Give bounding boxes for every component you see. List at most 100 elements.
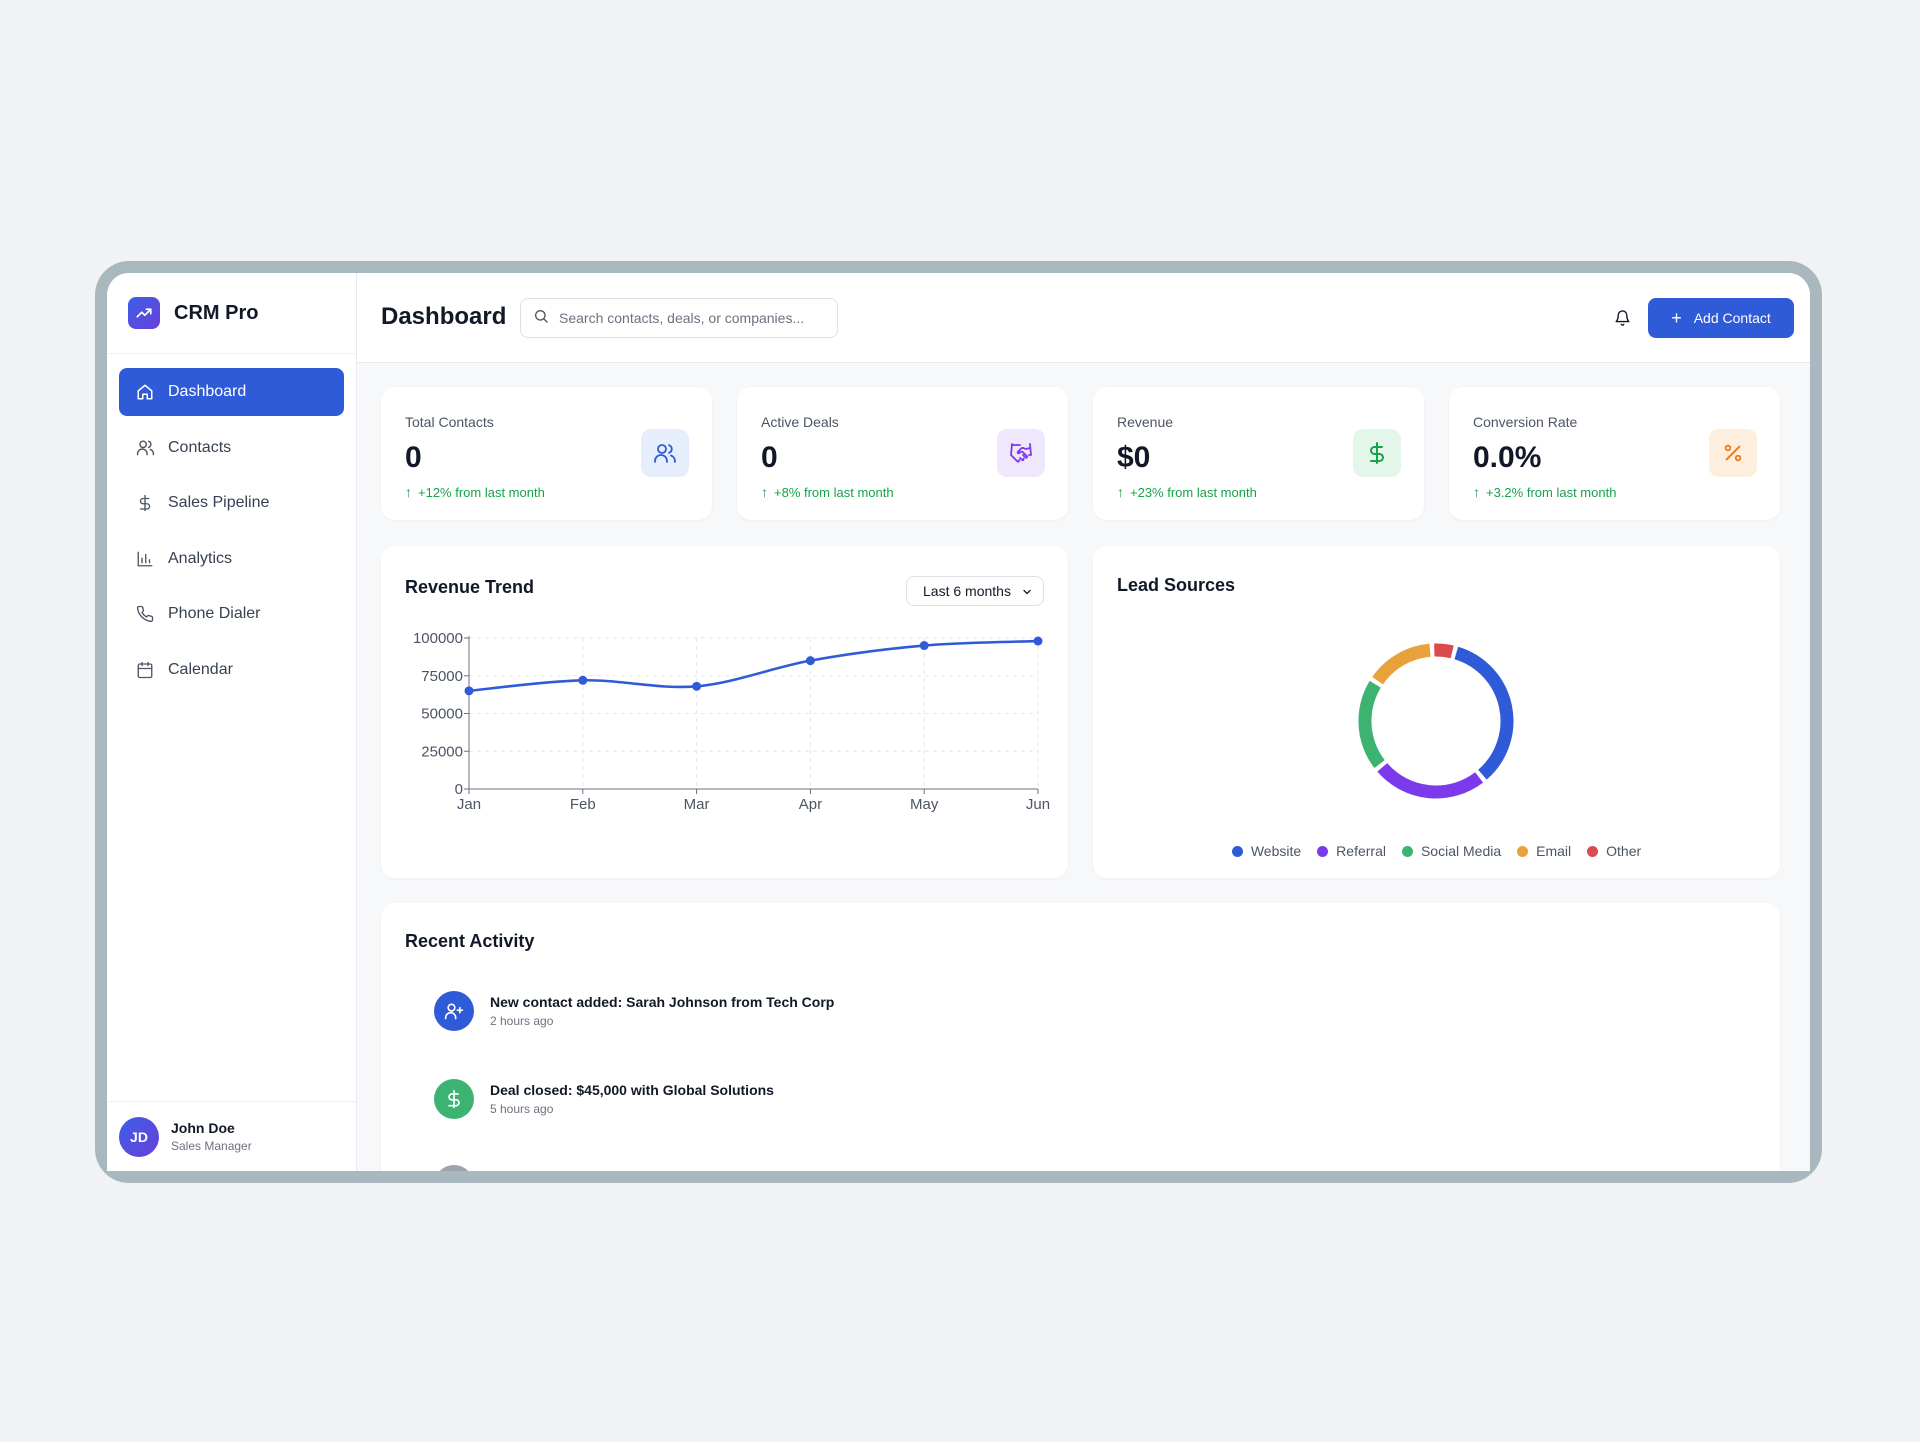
activity-icon-partial [434,1165,474,1171]
sidebar-item-label: Sales Pipeline [168,494,270,512]
activity-title: New contact added: Sarah Johnson from Te… [490,994,835,1010]
activity-time: 5 hours ago [490,1102,554,1116]
pie-slice [1372,643,1431,685]
revenue-line-chart: 0 25000 50000 75000 100000 Jan Feb Mar Apr May Jun [413,630,1050,813]
stat-value: 0 [761,441,778,474]
users-icon [641,429,689,477]
card-title: Lead Sources [1117,575,1236,595]
search-box[interactable] [520,298,838,338]
data-point [805,656,815,666]
stat-label: Active Deals [761,414,839,430]
user-profile[interactable]: JD John Doe Sales Manager [107,1101,356,1171]
sidebar: CRM Pro Dashboard Contacts [107,273,357,1171]
stat-change: ↑ +8% from last month [761,484,894,500]
legend-item: Referral [1317,843,1386,859]
device-frame: CRM Pro Dashboard Contacts [95,261,1822,1183]
activity-time: 2 hours ago [490,1014,554,1028]
arrow-up-icon: ↑ [405,484,412,500]
arrow-up-icon: ↑ [1117,484,1124,500]
brand-name: CRM Pro [174,301,259,324]
stat-label: Conversion Rate [1473,414,1578,430]
user-plus-icon [434,991,474,1031]
activity-text: Deal closed: $45,000 with Global Solutio… [490,1082,774,1116]
legend-item: Website [1231,843,1302,859]
data-point [692,681,702,691]
recent-activity-card: Recent Activity New contact added: Sarah… [381,903,1780,1171]
legend-item: Social Media [1401,843,1501,859]
data-point [578,675,588,685]
activity-item: Deal closed: $45,000 with Global Solutio… [434,1079,774,1119]
y-tick-label: 0 [455,781,463,798]
data-point [1033,636,1043,646]
add-contact-button[interactable]: + Add Contact [1648,298,1794,338]
stat-change-text: +8% from last month [774,484,894,500]
data-point [919,641,929,651]
legend-item: Email [1517,843,1571,859]
stat-value: 0.0% [1473,441,1542,474]
sidebar-item-contacts[interactable]: Contacts [119,424,344,472]
bar-chart-icon [135,549,155,569]
series-line [468,639,1039,693]
legend-label: Referral [1336,843,1386,859]
range-select-value: Last 6 months [923,583,1011,599]
sidebar-item-label: Contacts [168,438,232,456]
sidebar-item-analytics[interactable]: Analytics [119,535,344,583]
activity-text: New contact added: Sarah Johnson from Te… [490,994,834,1028]
main-content: Dashboard + Add Contact Total Contacts [357,273,1810,1171]
legend-swatch [1401,845,1413,857]
x-tick-label: Feb [570,796,596,813]
search-input[interactable] [559,310,819,326]
arrow-up-icon: ↑ [1473,484,1480,500]
user-info: John Doe Sales Manager [171,1120,252,1153]
stat-value: $0 [1117,441,1151,474]
activity-title: Deal closed: $45,000 with Global Solutio… [490,1082,774,1098]
legend-swatch [1317,845,1329,857]
sidebar-item-label: Phone Dialer [168,605,261,623]
user-role: Sales Manager [171,1139,252,1153]
sidebar-item-calendar[interactable]: Calendar [119,646,344,694]
legend-swatch [1587,845,1599,857]
stat-card-revenue: Revenue $0 ↑ +23% from last month [1093,387,1424,520]
sidebar-item-dashboard[interactable]: Dashboard [119,368,344,416]
lead-sources-donut-chart [1358,643,1514,799]
bell-icon[interactable] [1612,307,1632,329]
y-tick-label: 25000 [421,743,463,760]
stat-change-text: +12% from last month [418,484,545,500]
x-tick-label: Apr [799,796,822,813]
sidebar-item-sales-pipeline[interactable]: Sales Pipeline [119,479,344,527]
arrow-up-icon: ↑ [761,484,768,500]
pie-slice [1377,763,1484,799]
stat-label: Total Contacts [405,414,494,430]
chart-legend: Website Referral Social Media Email Other [1093,843,1780,859]
legend-label: Website [1250,843,1302,859]
y-tick-label: 75000 [421,668,463,685]
range-select[interactable]: Last 6 months [906,576,1044,606]
y-tick-label: 50000 [421,706,463,723]
plus-icon: + [1671,308,1682,328]
top-header: Dashboard + Add Contact [357,273,1810,363]
sidebar-item-phone-dialer[interactable]: Phone Dialer [119,590,344,638]
page-title: Dashboard [381,303,507,330]
card-title: Revenue Trend [405,577,535,597]
pie-slice [1454,646,1514,780]
stat-card-active-deals: Active Deals 0 ↑ +8% from last month [737,387,1068,520]
chevron-down-icon [1021,585,1033,601]
legend-swatch [1231,845,1243,857]
dollar-icon [1353,429,1401,477]
stat-card-conversion-rate: Conversion Rate 0.0% ↑ +3.2% from last mo… [1449,387,1780,520]
legend-item: Other [1587,843,1641,859]
phone-icon [135,604,155,624]
stat-card-total-contacts: Total Contacts 0 ↑ +12% from last month [381,387,712,520]
stat-value: 0 [405,441,422,474]
dollar-icon [434,1079,474,1119]
dollar-icon [135,493,155,513]
user-name: John Doe [171,1120,235,1136]
brand: CRM Pro [107,273,356,354]
lead-sources-card: Lead Sources Website Referral Social Media… [1093,546,1780,878]
activity-item: New contact added: Sarah Johnson from Te… [434,991,834,1031]
stat-change-text: +3.2% from last month [1486,484,1617,500]
percent-icon [1709,429,1757,477]
legend-label: Email [1536,843,1572,859]
x-tick-label: Jan [457,796,481,813]
legend-swatch [1517,845,1529,857]
